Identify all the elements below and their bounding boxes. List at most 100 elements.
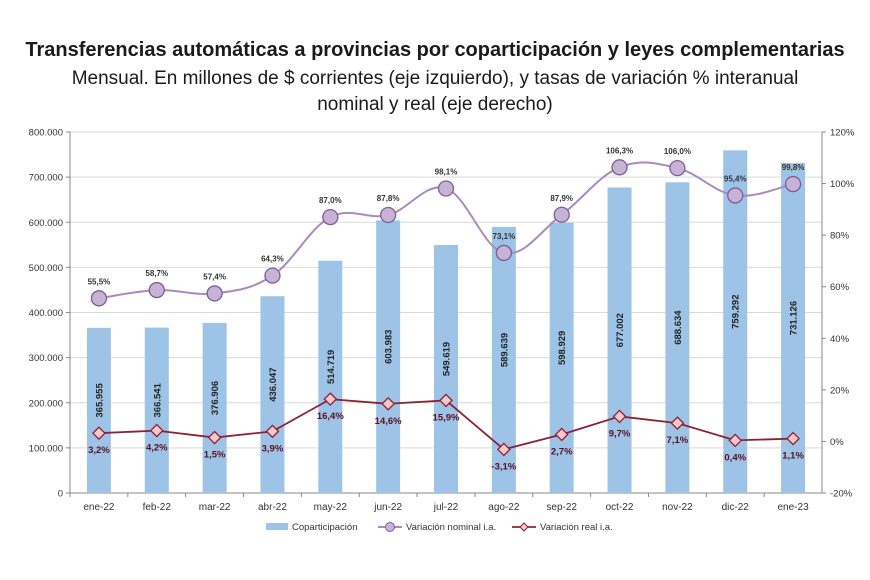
real-point xyxy=(554,427,569,442)
legend-nominal-label: Variación nominal i.a. xyxy=(406,522,496,533)
bar-value-label: 366.541 xyxy=(152,382,163,417)
right-tick-label: 120% xyxy=(830,128,855,139)
bar xyxy=(376,220,401,493)
real-point xyxy=(92,426,106,441)
bar-value-label: 549.619 xyxy=(442,342,453,376)
x-tick-label: abr-22 xyxy=(258,502,287,513)
nominal-point xyxy=(553,206,570,223)
bar-value-label: 677.002 xyxy=(615,313,626,347)
real-point xyxy=(381,396,396,411)
real-label: 3,9% xyxy=(262,443,284,454)
bar xyxy=(549,222,574,494)
x-tick-label: sep-22 xyxy=(546,502,577,513)
real-point xyxy=(496,442,511,457)
nominal-point xyxy=(495,244,512,262)
bar-value-label: 731.126 xyxy=(789,301,800,335)
bar-value-label: 514.719 xyxy=(326,350,337,384)
nominal-label: 99,8% xyxy=(782,163,805,172)
real-label: 7,1% xyxy=(667,435,689,446)
real-point xyxy=(670,416,685,431)
real-label: 4,2% xyxy=(146,443,168,454)
legend-bar-swatch xyxy=(266,523,288,530)
nominal-label: 87,0% xyxy=(319,196,342,205)
legend-real-marker xyxy=(519,522,529,532)
real-label: 3,2% xyxy=(88,445,110,456)
real-point xyxy=(207,430,222,445)
x-tick-label: jun-22 xyxy=(373,502,402,513)
real-label: 14,6% xyxy=(375,416,402,427)
left-tick-label: 300.000 xyxy=(29,353,63,364)
real-label: 1,1% xyxy=(782,451,804,462)
x-tick-label: ene-22 xyxy=(83,502,115,513)
bar xyxy=(86,327,111,493)
chart-title: Transferencias automáticas a provincias … xyxy=(25,39,845,61)
bar xyxy=(202,322,227,493)
x-tick-label: oct-22 xyxy=(606,502,634,513)
x-tick-label: feb-22 xyxy=(143,502,172,513)
bar-value-label: 376.906 xyxy=(210,381,221,415)
bar-value-label: 436.047 xyxy=(268,367,279,401)
x-tick-label: dic-22 xyxy=(722,502,750,513)
bar-value-label: 759.292 xyxy=(731,295,742,329)
real-point xyxy=(149,423,164,438)
left-tick-label: 700.000 xyxy=(29,173,63,184)
bar-value-label: 598.929 xyxy=(557,331,568,365)
nominal-label: 64,3% xyxy=(261,255,284,264)
nominal-point xyxy=(784,175,802,193)
left-tick-label: 800.000 xyxy=(29,128,63,139)
bar-value-label: 365.955 xyxy=(94,383,105,418)
nominal-point xyxy=(90,290,108,307)
bar xyxy=(144,327,169,493)
nominal-label: 87,8% xyxy=(377,194,400,203)
nominal-label: 98,1% xyxy=(435,167,458,176)
left-tick-label: 400.000 xyxy=(29,308,63,319)
nominal-label: 55,5% xyxy=(88,277,111,286)
chart-subtitle-line1: Mensual. En millones de $ corrientes (ej… xyxy=(71,68,799,89)
real-label: 9,7% xyxy=(609,428,631,439)
legend-real-label: Variación real i.a. xyxy=(540,522,613,533)
nominal-label: 95,4% xyxy=(724,174,747,183)
x-tick-label: nov-22 xyxy=(662,502,693,513)
nominal-label: 87,9% xyxy=(550,194,573,203)
real-point xyxy=(265,424,280,439)
bar-value-label: 589.639 xyxy=(499,333,510,367)
x-tick-label: ene-23 xyxy=(778,502,810,513)
real-point xyxy=(612,409,627,424)
left-tick-label: 500.000 xyxy=(29,263,63,274)
nominal-point xyxy=(322,208,339,226)
left-tick-label: 200.000 xyxy=(29,398,63,409)
nominal-label: 57,4% xyxy=(203,272,226,281)
right-tick-label: 40% xyxy=(830,334,850,345)
right-tick-label: 100% xyxy=(830,179,855,190)
nominal-point xyxy=(264,267,281,284)
nominal-point xyxy=(669,159,686,177)
x-tick-label: mar-22 xyxy=(199,502,231,513)
bar xyxy=(434,244,458,493)
legend-bar-label: Coparticipación xyxy=(292,522,357,533)
right-tick-label: 60% xyxy=(830,282,850,293)
real-point xyxy=(439,393,453,408)
bar xyxy=(607,187,632,493)
nominal-label: 106,0% xyxy=(664,147,691,156)
chart-subtitle-line2: nominal y real (eje derecho) xyxy=(317,94,553,115)
nominal-label: 106,3% xyxy=(606,146,633,155)
right-tick-label: 80% xyxy=(830,231,850,242)
left-tick-label: 0 xyxy=(58,489,63,500)
real-label: -3,1% xyxy=(491,461,516,472)
nominal-point xyxy=(611,159,628,176)
right-tick-label: -20% xyxy=(830,489,853,500)
right-tick-label: 20% xyxy=(830,385,850,396)
bar-value-label: 603.983 xyxy=(384,330,395,364)
right-tick-label: 0% xyxy=(830,437,844,448)
real-label: 0,4% xyxy=(724,452,746,463)
x-tick-label: ago-22 xyxy=(488,502,520,513)
bar xyxy=(318,260,343,493)
left-tick-label: 600.000 xyxy=(29,218,63,229)
left-tick-label: 100.000 xyxy=(29,443,63,454)
nominal-label: 73,1% xyxy=(493,232,516,241)
real-label: 16,4% xyxy=(317,411,344,422)
bar-value-label: 688.634 xyxy=(673,310,684,345)
x-tick-label: jul-22 xyxy=(433,502,459,513)
real-label: 1,5% xyxy=(204,450,226,461)
bar xyxy=(665,182,690,493)
